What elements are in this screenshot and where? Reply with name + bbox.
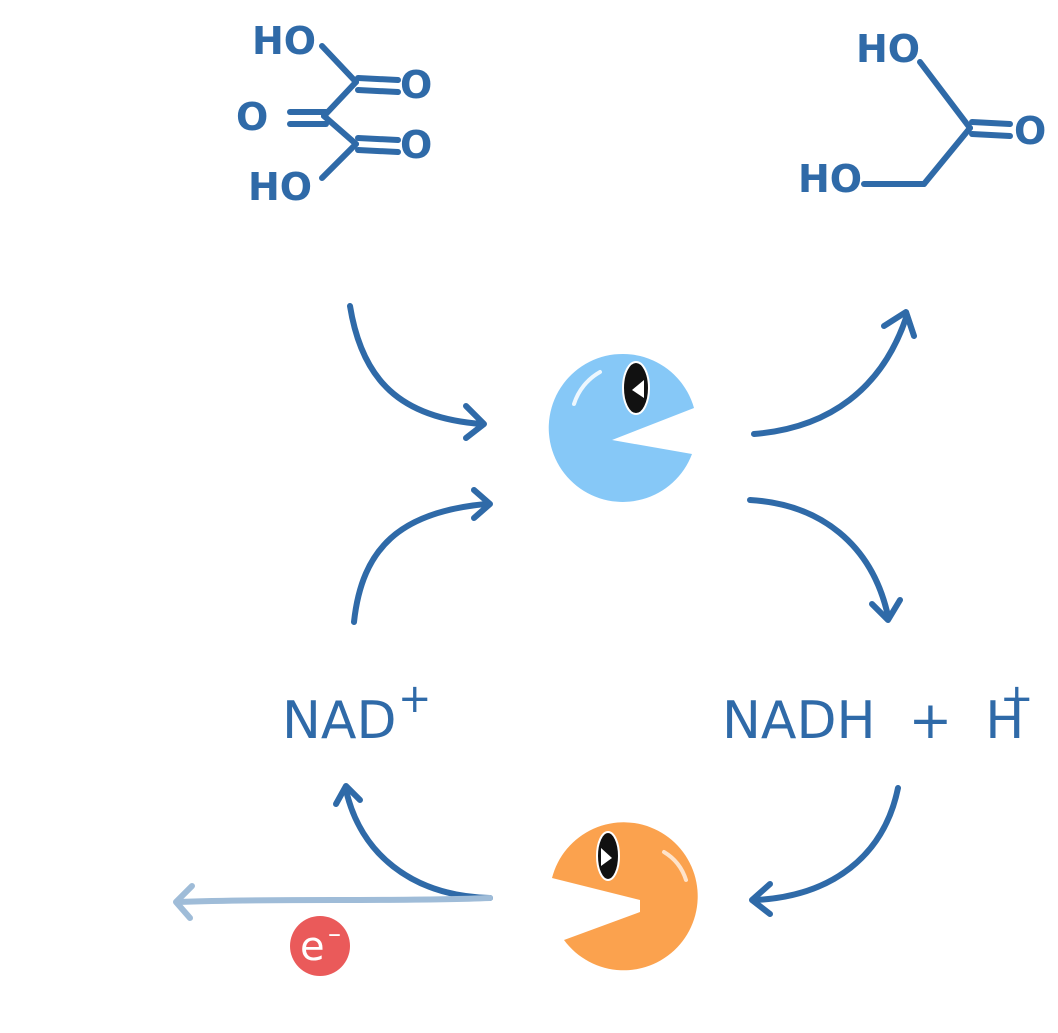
arrow-enzyme-to-nadh [747, 497, 903, 623]
product-ho-top: HO [856, 27, 920, 71]
arrow-substrate-to-enzyme [347, 303, 487, 441]
substrate-o-left: O [236, 95, 268, 139]
nad-plus-text: NAD [282, 691, 397, 751]
arrow-enzyme-to-product [751, 309, 917, 437]
substrate-bonds [287, 43, 401, 181]
product-ho-bottom: HO [798, 157, 862, 201]
product-bonds [861, 59, 1013, 187]
electron-icon: e – [290, 916, 350, 976]
substrate-o-right-bottom: O [400, 123, 432, 167]
blue-enzyme-icon [548, 353, 694, 502]
nad-plus-superscript: + [398, 676, 432, 722]
nadh-h-plus-label: NADH + H + [722, 676, 1034, 751]
arrow-orange-enzyme-to-nad [333, 783, 493, 901]
electron-symbol: e [300, 924, 325, 970]
nad-plus-label: NAD + [282, 676, 432, 751]
substrate-ho-bottom: HO [248, 165, 312, 209]
nadh-h-plus-text: NADH + H [722, 691, 1024, 751]
nadh-h-plus-superscript: + [1000, 676, 1034, 722]
substrate-ho-top: HO [252, 19, 316, 63]
electron-charge: – [328, 919, 341, 949]
arrow-nadh-to-orange-enzyme [749, 785, 901, 917]
orange-enzyme-icon [552, 822, 698, 971]
substrate-o-right-top: O [400, 63, 432, 107]
arrow-electron-out [173, 883, 493, 921]
product-molecule: HO O HO [798, 27, 1046, 201]
arrow-nad-to-enzyme [351, 487, 493, 625]
product-o-right: O [1014, 109, 1046, 153]
substrate-molecule: HO O O O HO [236, 19, 432, 209]
